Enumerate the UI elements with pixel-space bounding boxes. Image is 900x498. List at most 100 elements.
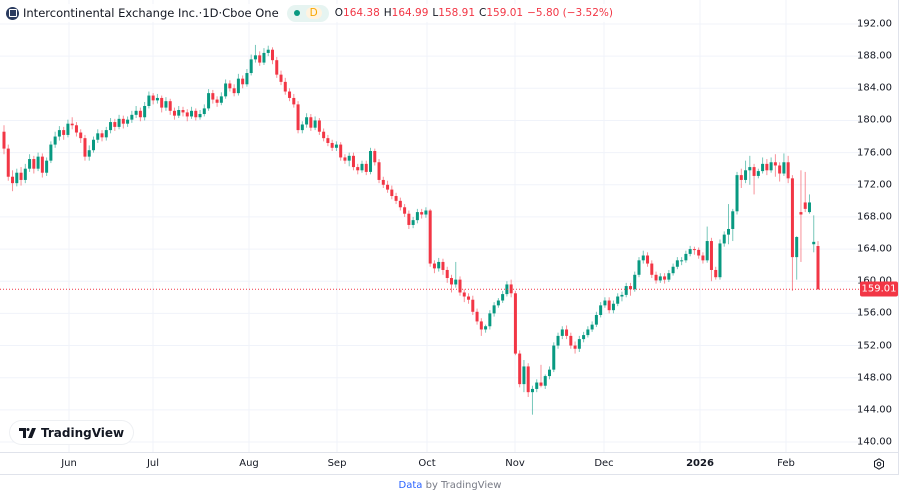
candle-down[interactable]	[113, 118, 117, 131]
candle-down[interactable]	[215, 96, 219, 107]
candle-down[interactable]	[326, 134, 330, 147]
candle-up[interactable]	[360, 160, 364, 173]
candle-up[interactable]	[680, 257, 684, 266]
candle-down[interactable]	[790, 175, 794, 291]
candle-up[interactable]	[744, 160, 748, 184]
candle-up[interactable]	[641, 250, 645, 264]
candle-down[interactable]	[377, 159, 381, 184]
candle-up[interactable]	[769, 157, 773, 173]
candle-down[interactable]	[786, 155, 790, 184]
candle-up[interactable]	[675, 257, 679, 270]
candle-down[interactable]	[6, 144, 10, 181]
candle-down[interactable]	[11, 170, 15, 192]
candle-up[interactable]	[305, 113, 309, 128]
candle-down[interactable]	[160, 95, 164, 113]
candle-down[interactable]	[778, 162, 782, 182]
candle-up[interactable]	[155, 93, 159, 104]
candle-down[interactable]	[79, 129, 83, 143]
candle-up[interactable]	[245, 69, 249, 87]
candle-down[interactable]	[232, 84, 236, 97]
candle-down[interactable]	[428, 208, 432, 267]
candle-down[interactable]	[479, 318, 483, 336]
candle-up[interactable]	[705, 226, 709, 263]
candle-down[interactable]	[513, 290, 517, 356]
candle-down[interactable]	[471, 295, 475, 315]
candle-down[interactable]	[398, 197, 402, 211]
candle-down[interactable]	[816, 241, 820, 290]
candle-up[interactable]	[347, 152, 351, 167]
candle-down[interactable]	[420, 208, 424, 219]
candle-up[interactable]	[424, 207, 428, 218]
candle-down[interactable]	[279, 70, 283, 86]
candle-down[interactable]	[799, 170, 803, 262]
symbol-name[interactable]: Intercontinental Exchange Inc.	[23, 6, 199, 20]
candle-down[interactable]	[40, 153, 44, 178]
candle-up[interactable]	[616, 293, 620, 307]
candle-up[interactable]	[45, 157, 49, 176]
candle-down[interactable]	[663, 273, 667, 284]
candle-down[interactable]	[185, 109, 189, 122]
candle-up[interactable]	[603, 297, 607, 308]
candlestick-chart[interactable]	[0, 0, 900, 476]
candle-up[interactable]	[543, 374, 547, 389]
candle-down[interactable]	[518, 350, 522, 388]
candle-up[interactable]	[177, 105, 181, 119]
candle-down[interactable]	[692, 246, 696, 255]
candle-up[interactable]	[624, 282, 628, 298]
candle-down[interactable]	[317, 118, 321, 135]
candle-down[interactable]	[330, 139, 334, 152]
candle-up[interactable]	[667, 269, 671, 283]
candle-down[interactable]	[394, 192, 398, 205]
candle-down[interactable]	[100, 130, 104, 142]
candle-up[interactable]	[488, 310, 492, 330]
candle-up[interactable]	[812, 215, 816, 253]
candle-up[interactable]	[49, 141, 53, 164]
candle-up[interactable]	[266, 45, 270, 57]
candle-down[interactable]	[462, 289, 466, 303]
settings-gear-icon[interactable]	[873, 458, 885, 470]
candle-up[interactable]	[582, 331, 586, 343]
candle-down[interactable]	[74, 122, 78, 137]
candle-down[interactable]	[650, 260, 654, 279]
candle-up[interactable]	[535, 379, 539, 393]
candle-up[interactable]	[718, 239, 722, 280]
candle-up[interactable]	[23, 163, 27, 184]
candle-down[interactable]	[168, 98, 172, 115]
candle-down[interactable]	[288, 88, 292, 102]
candle-down[interactable]	[172, 107, 176, 120]
candle-down[interactable]	[467, 293, 471, 304]
candle-up[interactable]	[748, 155, 752, 185]
candle-down[interactable]	[2, 125, 6, 155]
candle-down[interactable]	[526, 363, 530, 397]
candle-up[interactable]	[236, 73, 240, 96]
candle-down[interactable]	[773, 154, 777, 177]
candle-up[interactable]	[66, 119, 70, 138]
candle-down[interactable]	[709, 237, 713, 282]
candle-up[interactable]	[313, 116, 317, 131]
candle-down[interactable]	[373, 148, 377, 166]
candle-down[interactable]	[32, 155, 36, 174]
candle-up[interactable]	[369, 147, 373, 175]
candle-down[interactable]	[228, 80, 232, 92]
candle-up[interactable]	[552, 342, 556, 373]
candle-down[interactable]	[445, 266, 449, 283]
candle-down[interactable]	[343, 154, 347, 164]
candle-up[interactable]	[143, 101, 147, 121]
candle-up[interactable]	[415, 208, 419, 224]
candle-up[interactable]	[198, 110, 202, 120]
candle-up[interactable]	[202, 104, 206, 117]
candle-up[interactable]	[735, 171, 739, 215]
candle-down[interactable]	[70, 117, 74, 130]
candle-down[interactable]	[364, 160, 368, 176]
market-status-badge[interactable]: D	[286, 4, 329, 22]
candle-down[interactable]	[181, 106, 185, 117]
candle-down[interactable]	[121, 115, 125, 129]
candle-down[interactable]	[292, 93, 296, 108]
candle-down[interactable]	[151, 93, 155, 105]
candle-up[interactable]	[300, 121, 304, 134]
candle-up[interactable]	[658, 273, 662, 283]
tradingview-logo[interactable]: TradingView	[10, 421, 134, 444]
candle-down[interactable]	[390, 185, 394, 200]
candle-down[interactable]	[351, 152, 355, 171]
candle-down[interactable]	[83, 134, 87, 161]
